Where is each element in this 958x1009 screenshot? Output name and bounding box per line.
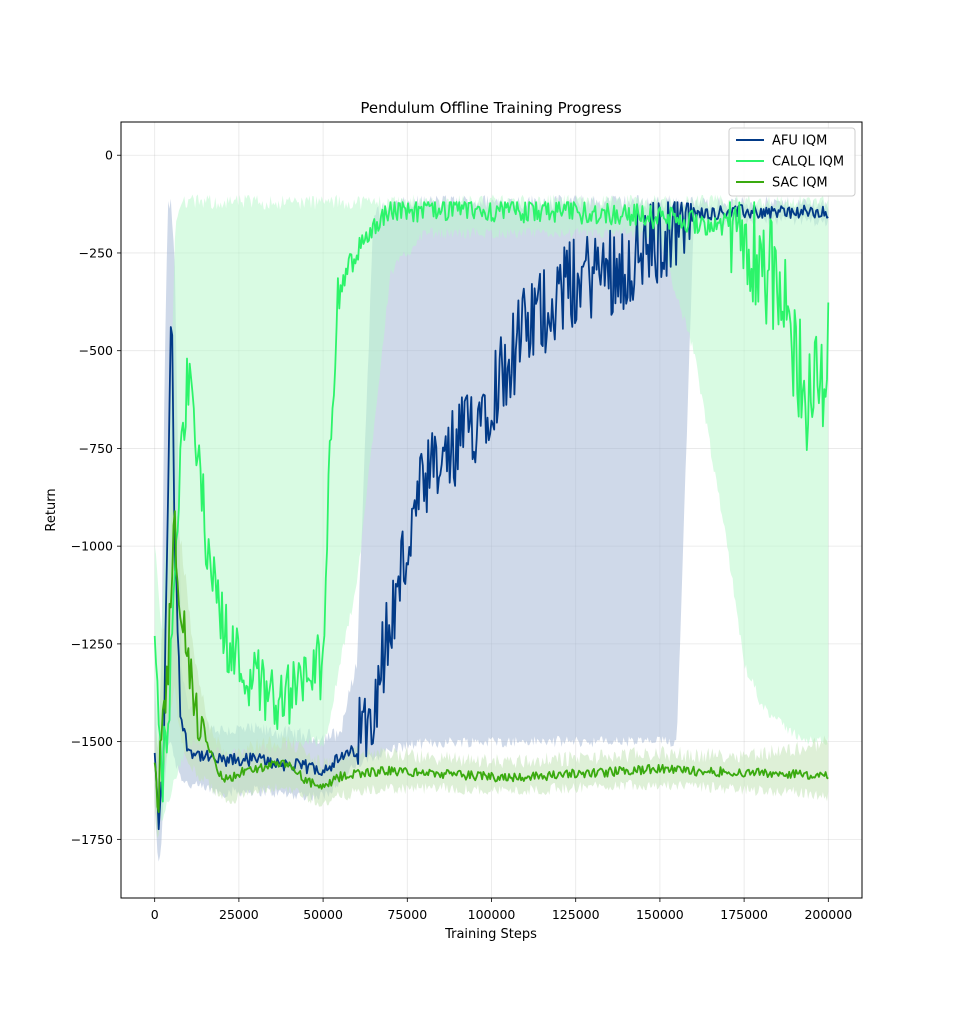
legend-box [728,127,856,197]
x-tick-label: 175000 [720,907,768,922]
plot-area [153,194,830,862]
x-tick-label: 75000 [387,907,427,922]
series-lines [153,201,830,831]
y-tick-label: −750 [79,441,113,456]
y-tick-label: −1000 [71,539,113,554]
line-sac-iqm [153,510,829,813]
y-axis: 0 −250 −500 −750 −1000 −1250 −1500 −1750 [71,148,121,847]
y-tick-label: 0 [105,148,113,163]
y-axis-label: Return [44,488,59,531]
x-axis-label: Training Steps [444,927,537,942]
x-tick-label: 100000 [468,907,516,922]
y-tick-label: −1500 [71,734,113,749]
y-tick-label: −500 [79,343,113,358]
x-tick-label: 0 [151,907,159,922]
band-sac-iqm [154,499,829,839]
legend-label: CALQL IQM [772,155,844,170]
legend-label: AFU IQM [772,134,827,149]
y-tick-label: −250 [79,245,113,260]
y-tick-label: −1250 [71,636,113,651]
x-tick-label: 50000 [303,907,343,922]
x-tick-label: 25000 [219,907,259,922]
x-tick-label: 150000 [636,907,684,922]
confidence-bands [154,194,829,862]
y-tick-label: −1750 [71,832,113,847]
legend: AFU IQM CALQL IQM SAC IQM [728,127,856,197]
x-tick-label: 125000 [552,907,600,922]
x-axis: 0 25000 50000 75000 100000 125000 150000 175000… [151,898,852,922]
x-tick-label: 200000 [804,907,852,922]
legend-label: SAC IQM [772,176,828,191]
chart-title: Pendulum Offline Training Progress [360,99,621,117]
band-afu-iqm [154,194,829,862]
line-calql-iqm [153,201,830,803]
band-calql-iqm [154,194,829,821]
